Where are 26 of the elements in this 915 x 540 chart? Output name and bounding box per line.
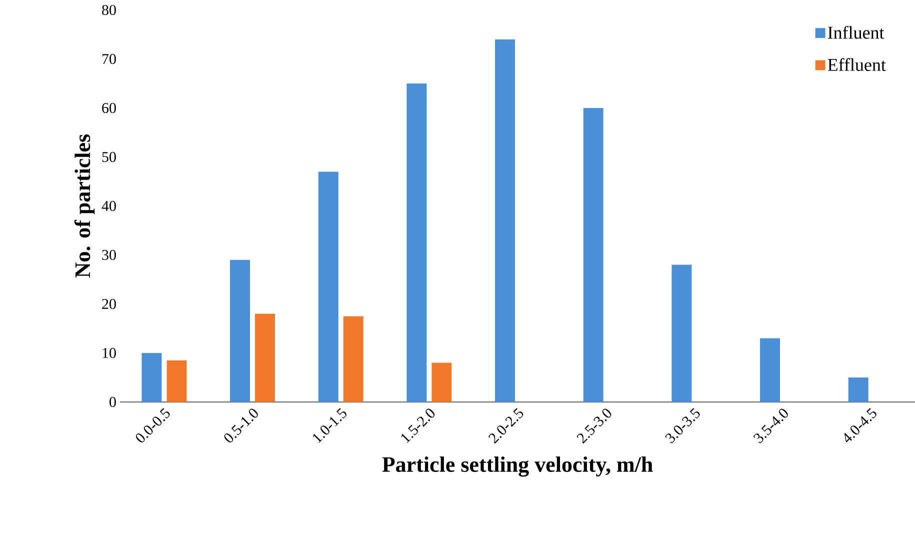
x-axis-title: Particle settling velocity, m/h xyxy=(382,456,653,477)
bar xyxy=(255,314,276,402)
y-tick-label: 10 xyxy=(102,348,116,358)
bar xyxy=(406,83,427,402)
y-tick-label: 30 xyxy=(102,250,116,260)
bar xyxy=(343,316,364,402)
y-tick-label: 20 xyxy=(102,298,116,310)
bar xyxy=(672,264,692,402)
y-tick-label: 40 xyxy=(102,200,116,212)
y-tick-label: 50 xyxy=(102,152,116,162)
bar xyxy=(230,260,250,402)
bar xyxy=(432,362,452,402)
bar xyxy=(495,39,516,402)
bar xyxy=(318,172,338,402)
y-tick-label: 80 xyxy=(102,4,116,16)
bar xyxy=(166,360,187,402)
legend-label: Influent xyxy=(828,26,884,39)
y-tick-label: 60 xyxy=(102,102,116,114)
y-tick-label: 70 xyxy=(102,54,116,64)
y-axis-title: No. of particles xyxy=(74,134,95,278)
y-tick-label: 0 xyxy=(110,396,116,408)
bar xyxy=(583,108,604,402)
bar xyxy=(142,352,162,402)
bar xyxy=(760,338,780,402)
bar xyxy=(848,377,868,402)
legend-label: Effluent xyxy=(828,58,886,71)
